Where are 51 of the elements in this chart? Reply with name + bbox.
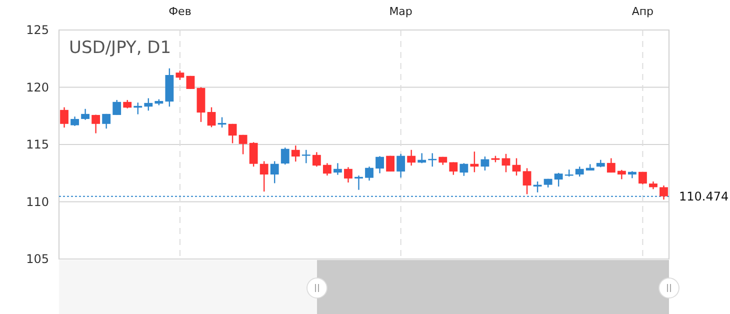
candlestick <box>60 106 68 128</box>
candlestick <box>354 174 363 190</box>
candlestick <box>112 99 122 116</box>
candlestick <box>512 158 521 176</box>
ref-line-label: 110.474 <box>679 189 729 204</box>
candlestick <box>365 166 374 182</box>
candlestick <box>449 162 458 176</box>
candlestick <box>207 106 216 128</box>
candlestick <box>249 142 258 168</box>
candlestick <box>176 70 184 81</box>
candlestick <box>554 172 563 188</box>
y-tick-label: 125 <box>26 23 49 37</box>
y-tick-label: 105 <box>26 252 49 266</box>
candlestick <box>617 169 626 180</box>
candlestick <box>228 123 237 144</box>
candlestick <box>186 75 195 90</box>
candlestick <box>522 168 532 195</box>
candlestick <box>502 153 510 173</box>
candlestick <box>480 156 490 172</box>
candlestick <box>238 134 248 155</box>
candlestick <box>396 153 406 178</box>
candlestick <box>376 156 384 174</box>
candlestick <box>460 162 468 176</box>
candlestick <box>312 152 321 168</box>
y-tick-label: 115 <box>26 138 49 152</box>
y-tick-label: 110 <box>26 194 49 209</box>
candlestick <box>291 144 300 162</box>
candlestick <box>418 152 426 164</box>
candlestick <box>70 116 79 127</box>
candlestick <box>81 108 90 120</box>
text: USD/JPY, D1 <box>69 38 172 58</box>
candlestick <box>575 166 584 178</box>
candlestick <box>407 149 416 166</box>
x-tick-label: Мар <box>389 5 412 18</box>
candlestick <box>280 146 290 166</box>
y-tick-label: 120 <box>26 80 49 94</box>
candlestick <box>302 149 310 164</box>
candlestick <box>322 162 332 176</box>
candlestick <box>606 158 616 174</box>
candlestick <box>260 160 268 192</box>
candlestick <box>144 98 153 112</box>
candlestick <box>470 151 479 173</box>
candlestick <box>660 184 668 200</box>
candlestick <box>334 162 342 176</box>
candlestick <box>92 114 100 134</box>
x-tick-label: Апр <box>632 5 654 18</box>
x-tick-label: Фев <box>168 5 192 18</box>
candlestick <box>270 160 279 184</box>
candlestick <box>102 113 111 130</box>
candlestick <box>344 166 352 184</box>
candlestick <box>638 171 647 185</box>
